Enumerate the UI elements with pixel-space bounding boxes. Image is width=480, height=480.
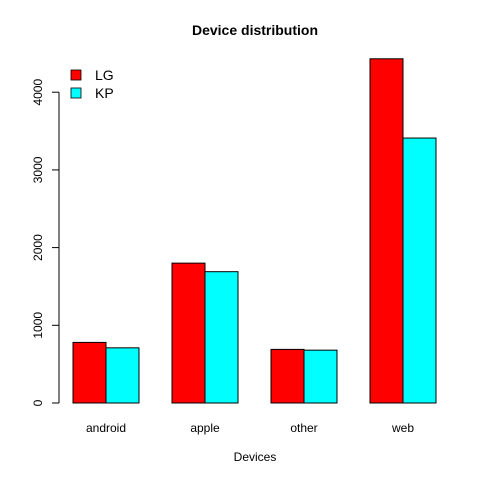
x-axis-label: Devices <box>234 450 277 464</box>
x-tick-label-apple: apple <box>190 421 220 435</box>
legend: LG KP <box>70 67 114 101</box>
bar-kp-apple <box>204 271 239 404</box>
legend-swatch-kp <box>70 87 82 99</box>
bar-lg-android <box>72 341 107 404</box>
y-tick-label: 1000 <box>31 312 45 339</box>
y-axis: 0 1000 2000 3000 4000 <box>31 79 60 406</box>
y-tick-label: 0 <box>31 399 45 406</box>
x-tick-labels: android apple other web <box>86 421 414 435</box>
y-tick-label: 4000 <box>31 79 45 106</box>
x-tick-label-android: android <box>86 421 126 435</box>
chart-title: Device distribution <box>192 22 318 38</box>
bar-kp-other <box>303 349 338 404</box>
legend-label-kp: KP <box>95 85 114 101</box>
bar-lg-apple <box>171 262 206 404</box>
bars-group <box>72 58 437 404</box>
y-tick-label: 2000 <box>31 234 45 261</box>
bar-kp-web <box>402 137 437 404</box>
x-tick-label-other: other <box>290 421 317 435</box>
legend-swatch-lg <box>70 69 82 81</box>
y-axis-ticks: 0 1000 2000 3000 4000 <box>31 79 59 406</box>
bar-lg-other <box>270 348 305 404</box>
y-tick-label: 3000 <box>31 156 45 183</box>
x-tick-label-web: web <box>391 421 414 435</box>
bar-lg-web <box>369 58 404 404</box>
legend-label-lg: LG <box>95 67 114 83</box>
bar-kp-android <box>105 347 140 404</box>
